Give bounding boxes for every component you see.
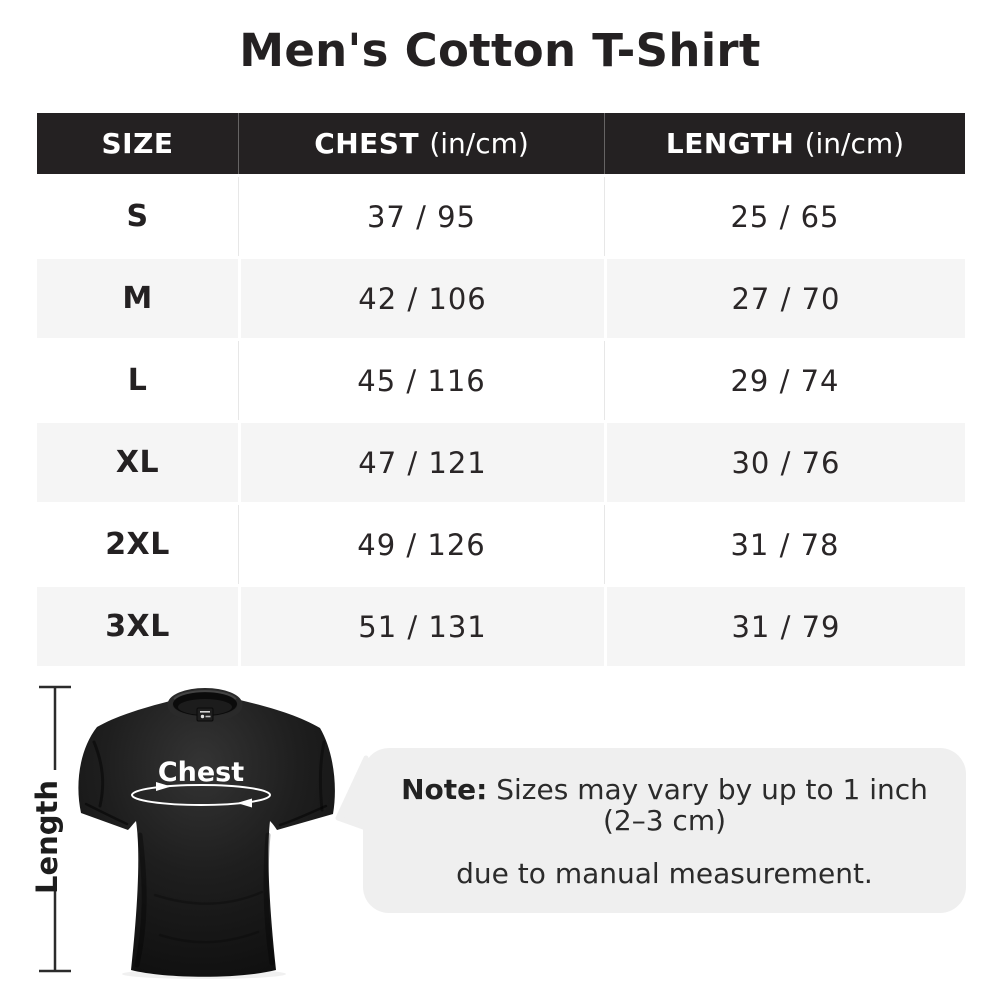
neck-label <box>196 707 214 722</box>
col-header-size: SIZE <box>37 113 238 174</box>
cell-length: 31 / 78 <box>604 505 965 584</box>
chest-measure-ellipse <box>131 784 271 806</box>
cell-length: 27 / 70 <box>604 259 965 338</box>
cell-length: 25 / 65 <box>604 177 965 256</box>
cell-size: 2XL <box>37 505 238 584</box>
cell-chest: 42 / 106 <box>238 259 604 338</box>
header-row: SIZE CHEST (in/cm) LENGTH (in/cm) <box>37 113 965 174</box>
cell-size: S <box>37 177 238 256</box>
size-table-body: S 37 / 95 25 / 65 M 42 / 106 27 / 70 L 45 / 116… <box>37 177 965 666</box>
col-header-chest-label: CHEST <box>314 127 420 160</box>
cell-chest: 47 / 121 <box>238 423 604 502</box>
cell-length: 30 / 76 <box>604 423 965 502</box>
size-table: SIZE CHEST (in/cm) LENGTH (in/cm) S 37 / … <box>37 110 965 669</box>
note-line1: Note: Sizes may vary by up to 1 inch (2–… <box>381 773 948 838</box>
col-header-chest: CHEST (in/cm) <box>238 113 604 174</box>
table-row: 3XL 51 / 131 31 / 79 <box>37 587 965 666</box>
note-bubble: Note: Sizes may vary by up to 1 inch (2–… <box>363 748 966 913</box>
chest-label: Chest <box>158 757 244 788</box>
cell-length: 29 / 74 <box>604 341 965 420</box>
table-row: 2XL 49 / 126 31 / 78 <box>37 505 965 584</box>
tshirt-image: Chest <box>78 688 335 979</box>
page-title: Men's Cotton T-Shirt <box>239 24 761 77</box>
cell-size: L <box>37 341 238 420</box>
chest-arrow-left-icon <box>237 798 252 808</box>
collar-inner-back <box>178 699 232 715</box>
chest-arrow-right-icon <box>156 782 171 791</box>
cell-size: M <box>37 259 238 338</box>
note-label: Note: <box>401 773 488 807</box>
table-row: M 42 / 106 27 / 70 <box>37 259 965 338</box>
table-row: XL 47 / 121 30 / 76 <box>37 423 965 502</box>
collar-highlight <box>173 690 237 700</box>
cell-chest: 49 / 126 <box>238 505 604 584</box>
col-header-length-label: LENGTH <box>665 127 795 160</box>
cell-chest: 51 / 131 <box>238 587 604 666</box>
length-ruler: Length <box>30 685 71 973</box>
shirt-body <box>78 690 335 977</box>
length-label: Length <box>30 780 64 894</box>
cell-chest: 45 / 116 <box>238 341 604 420</box>
col-header-length: LENGTH (in/cm) <box>604 113 965 174</box>
col-header-length-unit: (in/cm) <box>804 127 905 160</box>
table-row: S 37 / 95 25 / 65 <box>37 177 965 256</box>
table-row: L 45 / 116 29 / 74 <box>37 341 965 420</box>
size-table-header: SIZE CHEST (in/cm) LENGTH (in/cm) <box>37 113 965 174</box>
cell-chest: 37 / 95 <box>238 177 604 256</box>
note-text1: Sizes may vary by up to 1 inch (2–3 cm) <box>496 773 928 838</box>
length-ruler-lines <box>39 685 71 973</box>
cell-length: 31 / 79 <box>604 587 965 666</box>
cell-size: 3XL <box>37 587 238 666</box>
cell-size: XL <box>37 423 238 502</box>
note-line2: due to manual measurement. <box>456 856 873 890</box>
shirt-wrinkles <box>84 740 328 968</box>
col-header-size-label: SIZE <box>101 127 174 160</box>
col-header-chest-unit: (in/cm) <box>429 127 529 160</box>
